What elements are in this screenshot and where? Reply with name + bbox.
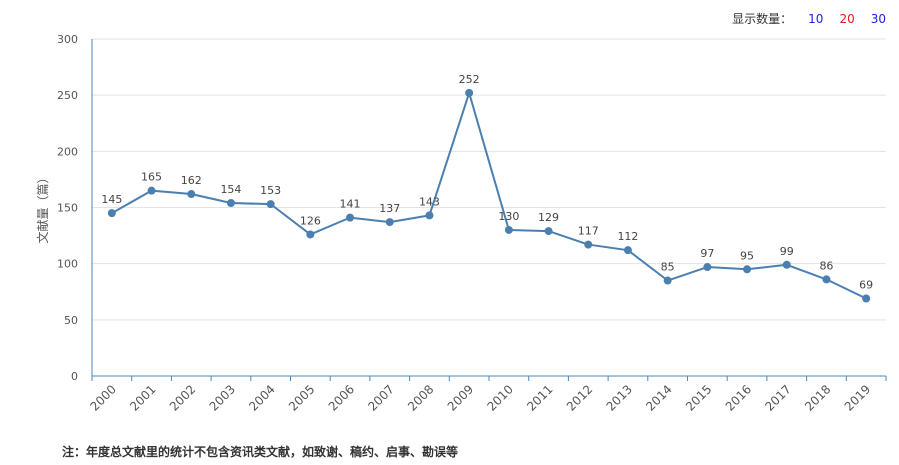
data-point xyxy=(306,230,315,239)
x-tick-label: 2005 xyxy=(286,382,317,413)
data-label: 86 xyxy=(819,259,833,272)
x-tick-label: 2013 xyxy=(604,382,635,413)
x-tick-label: 2019 xyxy=(842,382,873,413)
data-label: 99 xyxy=(780,245,794,258)
data-label: 126 xyxy=(300,214,321,227)
x-tick-label: 2006 xyxy=(326,382,357,413)
data-point xyxy=(266,200,275,209)
display-count-option-20[interactable]: 20 xyxy=(839,11,855,26)
x-tick-label: 2004 xyxy=(246,382,277,413)
data-point xyxy=(862,294,871,303)
display-count-label: 显示数量： xyxy=(732,12,793,26)
data-point xyxy=(663,276,672,285)
y-tick-label: 100 xyxy=(57,258,78,271)
footnote: 注：年度总文献里的统计不包含资讯类文献，如致谢、稿约、启事、勘误等 xyxy=(62,445,459,459)
data-label: 145 xyxy=(101,193,122,206)
data-label: 112 xyxy=(617,230,638,243)
data-label: 141 xyxy=(340,198,361,211)
y-tick-label: 300 xyxy=(57,33,78,46)
data-point xyxy=(504,225,513,234)
data-point xyxy=(425,211,434,220)
data-point xyxy=(187,190,196,199)
data-point xyxy=(623,246,632,255)
data-point xyxy=(346,213,355,222)
x-tick-label: 2015 xyxy=(683,382,714,413)
data-point xyxy=(226,199,235,208)
data-label: 137 xyxy=(379,202,400,215)
data-label: 143 xyxy=(419,195,440,208)
data-label: 95 xyxy=(740,249,754,262)
y-tick-label: 200 xyxy=(57,145,78,158)
data-point xyxy=(584,240,593,249)
data-label: 129 xyxy=(538,211,559,224)
data-label: 153 xyxy=(260,184,281,197)
x-tick-label: 2008 xyxy=(405,382,436,413)
data-label: 85 xyxy=(661,261,675,274)
data-point xyxy=(465,88,474,97)
y-tick-label: 0 xyxy=(71,370,78,383)
data-point xyxy=(107,209,116,218)
data-label: 162 xyxy=(181,174,202,187)
data-point xyxy=(782,260,791,269)
data-label: 117 xyxy=(578,225,599,238)
data-label: 97 xyxy=(700,247,714,260)
x-tick-label: 2000 xyxy=(87,382,118,413)
x-tick-label: 2007 xyxy=(365,382,396,413)
y-axis-title: 文献量（篇） xyxy=(35,171,50,243)
x-tick-label: 2012 xyxy=(564,382,595,413)
x-tick-label: 2017 xyxy=(762,382,793,413)
y-tick-label: 50 xyxy=(64,314,78,327)
x-tick-label: 2011 xyxy=(524,382,555,413)
data-point xyxy=(743,265,752,274)
data-label: 69 xyxy=(859,278,873,291)
data-label: 252 xyxy=(459,73,480,86)
data-point xyxy=(822,275,831,284)
display-count-option-10[interactable]: 10 xyxy=(808,11,824,26)
data-point xyxy=(147,186,156,195)
data-label: 130 xyxy=(498,210,519,223)
data-point xyxy=(703,263,712,272)
x-tick-label: 2014 xyxy=(643,382,674,413)
x-tick-label: 2002 xyxy=(167,382,198,413)
data-point xyxy=(385,218,394,227)
x-tick-label: 2010 xyxy=(484,382,515,413)
display-count-option-30[interactable]: 30 xyxy=(870,11,886,26)
display-count-bar: 显示数量： 10 20 30 xyxy=(732,10,886,27)
series-line xyxy=(111,91,867,300)
data-point xyxy=(544,227,553,236)
data-label: 154 xyxy=(220,183,241,196)
y-tick-label: 150 xyxy=(57,202,78,215)
data-label: 165 xyxy=(141,171,162,184)
x-tick-label: 2001 xyxy=(127,382,158,413)
x-tick-label: 2009 xyxy=(445,382,476,413)
line-chart: 0 50 100 150 200 250 300 2000 2001 2002 2003 2004 20… xyxy=(35,33,887,414)
x-tick-label: 2003 xyxy=(207,382,238,413)
x-tick-label: 2016 xyxy=(723,382,754,413)
x-tick-label: 2018 xyxy=(802,382,833,413)
y-tick-label: 250 xyxy=(57,89,78,102)
